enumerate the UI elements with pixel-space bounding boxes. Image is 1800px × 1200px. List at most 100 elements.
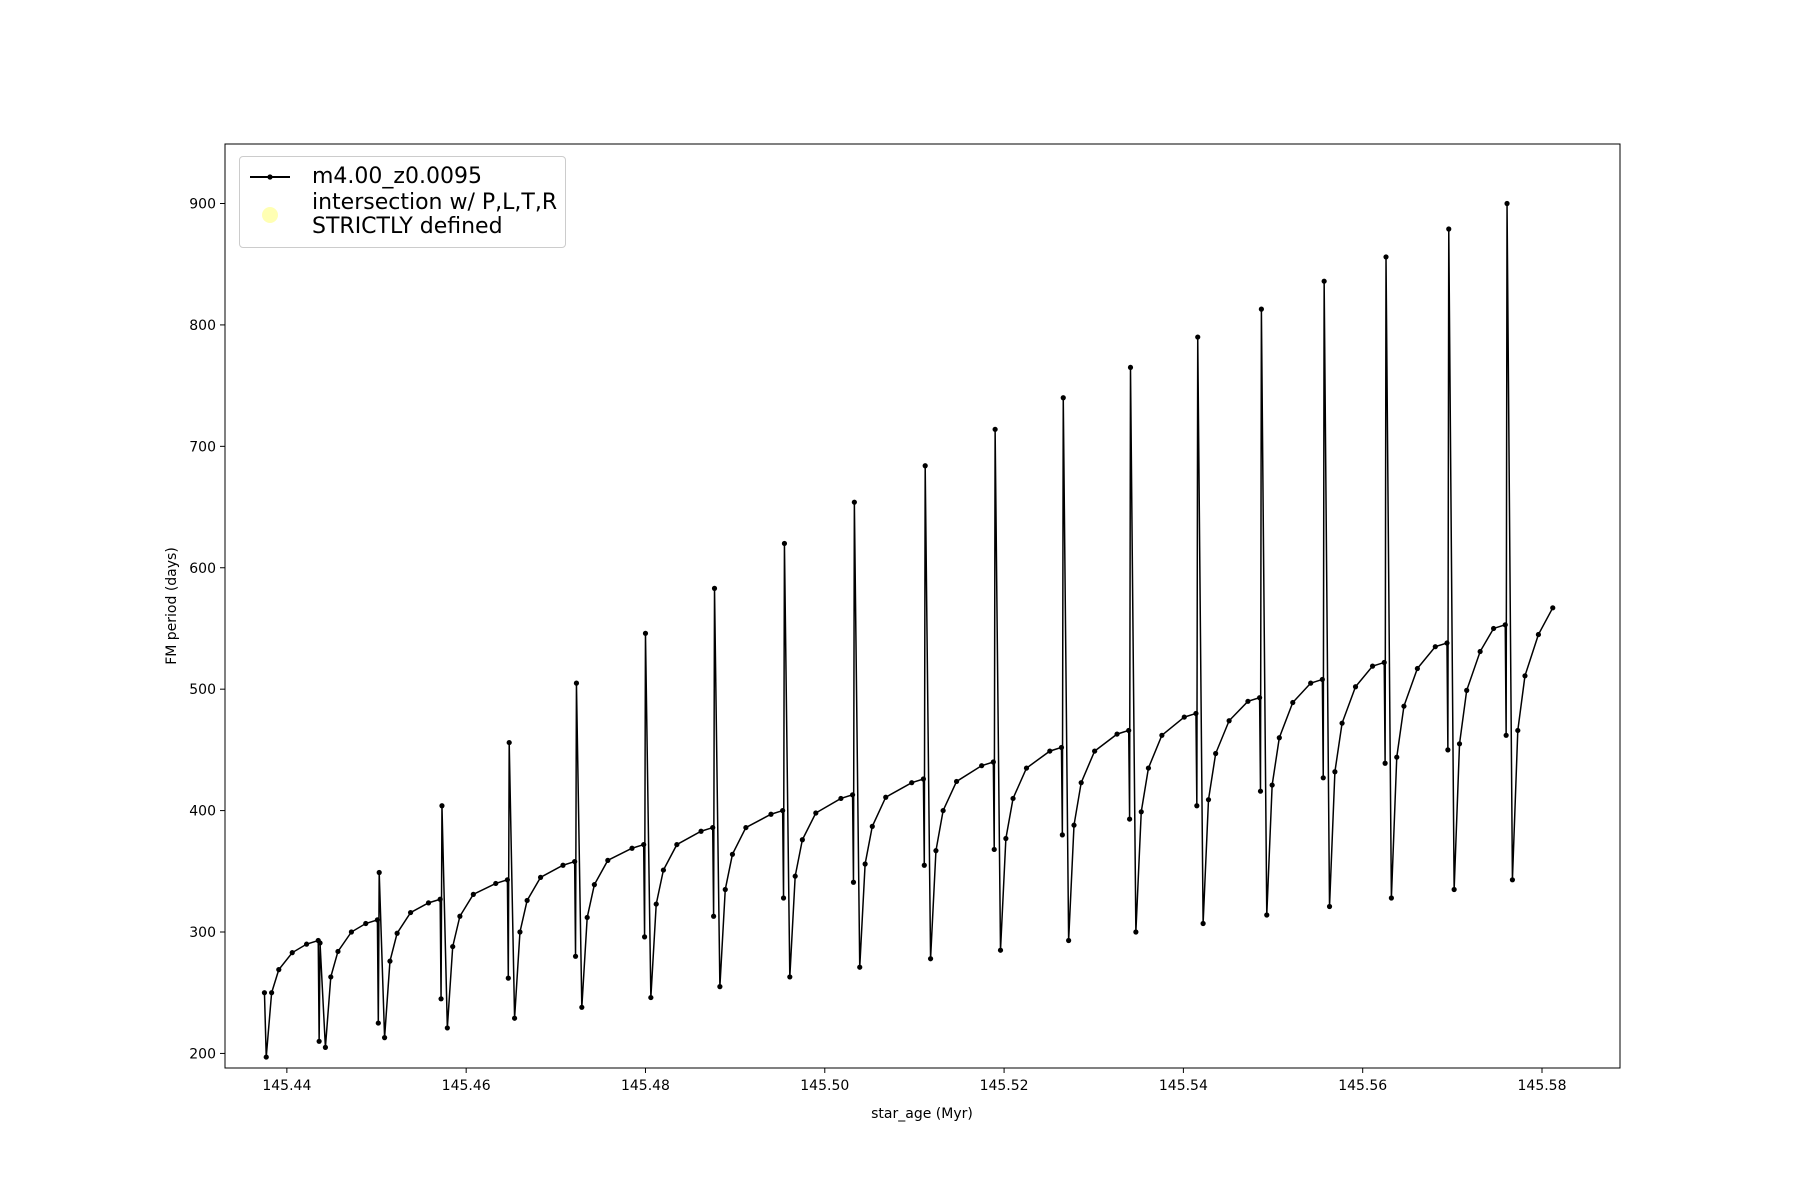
data-point <box>560 862 566 868</box>
data-point <box>504 877 511 883</box>
legend-key <box>250 174 290 180</box>
data-point <box>1382 760 1388 766</box>
y-tick-label: 900 <box>189 196 216 212</box>
data-point <box>261 990 268 996</box>
data-point <box>641 841 647 848</box>
data-point <box>838 795 844 802</box>
data-point <box>1326 903 1333 910</box>
data-point <box>1200 920 1206 927</box>
data-point <box>335 948 341 955</box>
data-point <box>276 967 282 973</box>
data-point <box>641 934 648 940</box>
data-point <box>444 1025 450 1031</box>
data-point <box>1145 765 1152 771</box>
data-point <box>698 828 704 834</box>
data-point <box>991 846 997 853</box>
data-point <box>493 880 499 887</box>
data-point <box>1213 750 1219 757</box>
data-point <box>849 792 856 798</box>
x-axis-label: star_age (Myr) <box>871 1106 973 1122</box>
data-point <box>425 900 432 906</box>
data-point <box>1023 765 1030 771</box>
legend-entry: intersection w/ P,L,T,R STRICTLY defined <box>248 191 557 239</box>
data-point <box>381 1035 388 1041</box>
data-point <box>387 958 393 964</box>
data-point <box>363 920 369 927</box>
data-point <box>1047 748 1053 754</box>
legend-marker <box>267 174 273 180</box>
data-point <box>1245 698 1251 704</box>
data-point <box>1369 663 1376 669</box>
y-tick-label: 200 <box>189 1046 216 1062</box>
data-point <box>710 824 716 831</box>
data-point <box>1445 747 1451 753</box>
data-point <box>1432 644 1438 650</box>
data-point <box>1352 684 1359 690</box>
data-point <box>572 953 579 959</box>
data-point <box>1126 816 1133 822</box>
x-tick-label: 145.50 <box>800 1078 849 1094</box>
data-point <box>1269 782 1275 788</box>
data-point <box>1522 673 1528 679</box>
y-tick-label: 400 <box>189 804 216 820</box>
data-point <box>584 914 590 921</box>
data-point <box>1126 727 1132 734</box>
data-point <box>317 940 323 946</box>
data-point <box>1071 822 1077 828</box>
data-point <box>1502 622 1508 628</box>
data-point <box>883 794 889 800</box>
data-point <box>328 974 334 980</box>
data-point <box>729 851 736 857</box>
data-point <box>457 913 463 919</box>
data-point <box>1490 625 1497 632</box>
data-point <box>1205 797 1212 803</box>
data-point <box>1444 640 1450 646</box>
data-point <box>780 895 787 901</box>
data-point <box>933 848 939 854</box>
data-point <box>1003 835 1009 842</box>
x-tick-label: 145.56 <box>1338 1078 1387 1094</box>
data-point <box>711 913 717 919</box>
data-point <box>653 901 659 907</box>
y-tick-label: 500 <box>189 682 216 698</box>
x-tick-label: 145.54 <box>1159 1078 1208 1094</box>
data-point <box>348 929 355 935</box>
y-tick-label: 300 <box>189 925 216 941</box>
data-point <box>1127 364 1134 371</box>
data-point <box>851 499 857 505</box>
data-point <box>1332 769 1338 775</box>
data-point <box>1114 731 1120 737</box>
data-point <box>780 807 786 814</box>
data-point <box>1381 659 1387 666</box>
data-point <box>1339 720 1345 726</box>
data-point <box>1394 754 1400 760</box>
data-point <box>1515 727 1521 734</box>
data-point <box>1066 937 1072 944</box>
data-point <box>289 950 295 956</box>
data-point <box>674 841 680 848</box>
data-point <box>743 824 749 831</box>
data-point <box>927 956 934 962</box>
data-point <box>648 994 654 1001</box>
legend: m4.00_z0.0095 intersection w/ P,L,T,R STR… <box>239 156 567 248</box>
data-point <box>813 810 819 816</box>
data-point <box>990 759 996 765</box>
data-point <box>438 996 444 1002</box>
data-point <box>642 630 649 636</box>
data-point <box>1550 605 1556 611</box>
data-point <box>394 930 400 936</box>
series-line <box>263 203 1554 1058</box>
data-point <box>1264 912 1270 918</box>
data-point <box>629 845 635 851</box>
axes-frame <box>224 143 1621 1069</box>
data-point <box>869 823 875 829</box>
data-point <box>1257 788 1264 794</box>
data-point <box>1383 254 1389 260</box>
data-point <box>263 1054 269 1060</box>
data-point <box>1256 695 1263 701</box>
data-point <box>717 984 723 990</box>
data-point <box>269 990 275 996</box>
data-point <box>316 1038 322 1044</box>
